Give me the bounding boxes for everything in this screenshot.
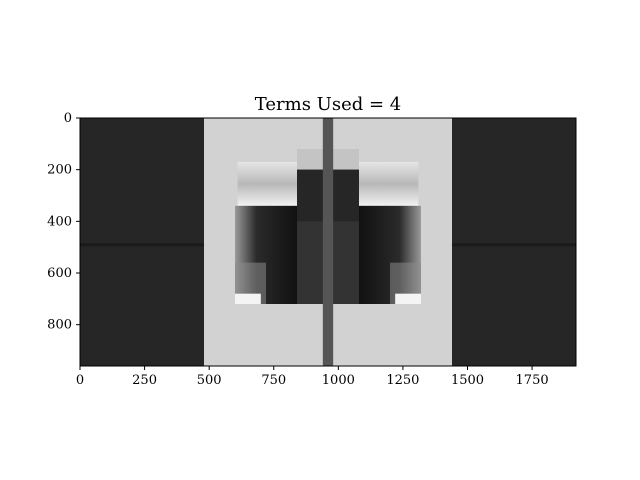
x-tick-label: 1000 [322,373,355,388]
y-tick-label: 400 [47,214,72,229]
axes-frame [79,117,577,367]
y-tick-label: 800 [47,318,72,333]
y-tick-label: 600 [47,266,72,281]
x-axis: 0 250 500 750 1000 1250 1500 1750 [76,366,549,388]
x-tick-label: 1250 [386,373,419,388]
heatmap-shade [237,161,297,206]
x-tick-label: 1750 [516,373,549,388]
x-tick-label: 0 [76,373,84,388]
x-tick-label: 1500 [451,373,484,388]
y-tick-label: 200 [47,163,72,178]
x-tick-label: 500 [197,373,222,388]
heatmap-shade [452,243,576,247]
heatmap-shade [359,161,419,206]
x-tick-label: 750 [261,373,286,388]
heatmap-shade [235,293,261,304]
heatmap-region-right-dark-band [452,118,576,366]
x-tick-label: 250 [132,373,157,388]
y-tick-label: 0 [64,111,72,126]
y-axis: 0 200 400 600 800 [47,111,80,333]
heatmap-region-center-vertical-stripe [322,118,334,366]
chart-title: Terms Used = 4 [255,94,401,115]
heatmap-region-left-dark-band [80,118,204,366]
plot-area [80,118,576,366]
heatmap-shade [395,293,421,304]
heatmap-shade [80,243,204,247]
